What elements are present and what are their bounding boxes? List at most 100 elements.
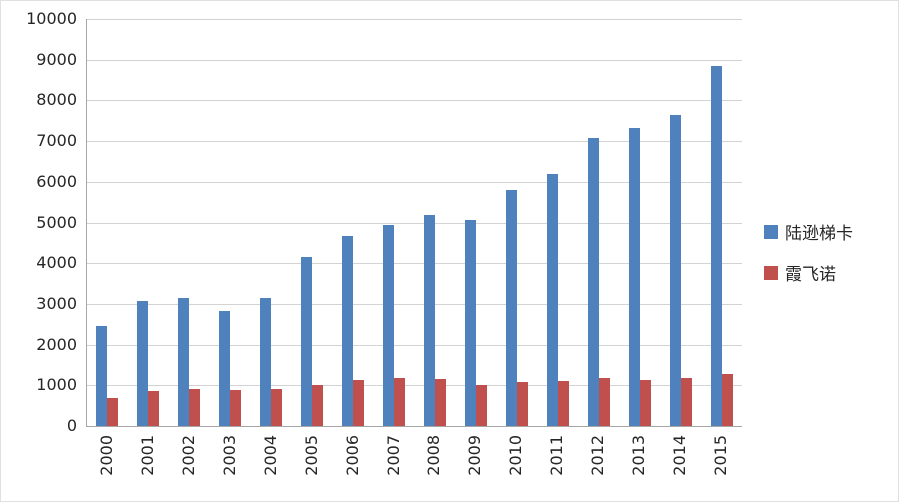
bar-series2-2002 bbox=[189, 389, 201, 426]
bar-group-2003 bbox=[210, 310, 251, 426]
bar-series1-2006 bbox=[342, 235, 354, 426]
bar-series2-2004 bbox=[271, 388, 283, 426]
x-tick-label: 2004 bbox=[260, 435, 280, 476]
gridline bbox=[87, 181, 742, 183]
bar-series2-2000 bbox=[107, 398, 119, 426]
x-tick-label: 2005 bbox=[301, 435, 321, 476]
bar-group-2000 bbox=[87, 326, 128, 426]
bar-series1-2002 bbox=[178, 297, 190, 426]
x-tick-cell: 2008 bbox=[414, 435, 455, 497]
legend-item-luxottica: 陆逊梯卡 bbox=[764, 219, 853, 244]
x-tick-cell: 2004 bbox=[250, 435, 291, 497]
bar-group-2014 bbox=[660, 114, 701, 426]
bar-series2-2009 bbox=[475, 384, 487, 426]
bar-series1-2004 bbox=[260, 297, 272, 426]
gridline bbox=[87, 19, 742, 20]
y-tick-label: 2000 bbox=[36, 334, 77, 354]
y-tick-label: 4000 bbox=[36, 253, 77, 273]
bar-series2-2003 bbox=[230, 389, 242, 426]
x-tick-label: 2015 bbox=[711, 435, 731, 476]
x-tick-cell: 2007 bbox=[373, 435, 414, 497]
bar-series2-2005 bbox=[312, 384, 324, 426]
bar-series2-2014 bbox=[680, 377, 692, 426]
bar-series2-2001 bbox=[148, 391, 160, 426]
bar-group-2013 bbox=[619, 127, 660, 426]
bar-series2-2006 bbox=[353, 380, 365, 426]
x-tick-label: 2007 bbox=[383, 435, 403, 476]
x-tick-cell: 2015 bbox=[700, 435, 741, 497]
x-tick-cell: 2010 bbox=[495, 435, 536, 497]
x-tick-label: 2000 bbox=[96, 435, 116, 476]
bar-series1-2007 bbox=[383, 224, 395, 426]
x-tick-label: 2011 bbox=[547, 435, 567, 476]
bar-series2-2007 bbox=[394, 377, 406, 426]
x-tick-label: 2006 bbox=[342, 435, 362, 476]
y-tick-label: 3000 bbox=[36, 293, 77, 313]
y-tick-label: 6000 bbox=[36, 171, 77, 191]
x-tick-label: 2014 bbox=[670, 435, 690, 476]
y-tick-label: 0 bbox=[66, 416, 77, 435]
bar-group-2006 bbox=[333, 235, 374, 426]
x-tick-label: 2008 bbox=[424, 435, 444, 476]
x-tick-cell: 2003 bbox=[209, 435, 250, 497]
bar-series2-2013 bbox=[639, 380, 651, 426]
gridline bbox=[87, 263, 742, 265]
y-tick-label: 5000 bbox=[36, 212, 77, 232]
gridline bbox=[87, 141, 742, 143]
bar-series1-2012 bbox=[587, 137, 599, 426]
gridline bbox=[87, 303, 742, 305]
bar-group-2010 bbox=[496, 189, 537, 426]
x-tick-label: 2002 bbox=[178, 435, 198, 476]
x-tick-label: 2001 bbox=[137, 435, 157, 476]
bar-series1-2000 bbox=[96, 326, 108, 426]
y-tick-label: 7000 bbox=[36, 131, 77, 151]
legend-label: 陆逊梯卡 bbox=[785, 224, 853, 244]
y-tick-label: 1000 bbox=[36, 375, 77, 395]
bar-series2-2015 bbox=[721, 373, 733, 426]
bar-group-2008 bbox=[415, 215, 456, 426]
gridline bbox=[87, 222, 742, 224]
y-tick-label: 10000 bbox=[26, 9, 77, 28]
bar-series2-2008 bbox=[434, 379, 446, 426]
bar-series2-2010 bbox=[516, 382, 528, 426]
bar-group-2001 bbox=[128, 300, 169, 426]
bar-series2-2011 bbox=[557, 381, 569, 426]
x-tick-cell: 2000 bbox=[86, 435, 127, 497]
x-tick-cell: 2011 bbox=[536, 435, 577, 497]
x-tick-cell: 2009 bbox=[454, 435, 495, 497]
bar-group-2011 bbox=[537, 173, 578, 426]
legend-swatch-red bbox=[764, 265, 778, 280]
legend-swatch-blue bbox=[764, 224, 778, 239]
bar-group-2007 bbox=[374, 224, 415, 426]
bar-series1-2005 bbox=[301, 257, 313, 426]
plot-area bbox=[86, 19, 742, 427]
gridline bbox=[87, 385, 742, 387]
gridline bbox=[87, 344, 742, 346]
x-tick-cell: 2014 bbox=[659, 435, 700, 497]
bar-group-2009 bbox=[455, 220, 496, 426]
x-tick-label: 2012 bbox=[588, 435, 608, 476]
bar-series1-2015 bbox=[710, 65, 722, 426]
gridline bbox=[87, 100, 742, 102]
x-tick-label: 2009 bbox=[465, 435, 485, 476]
y-tick-label: 8000 bbox=[36, 90, 77, 110]
bar-group-2012 bbox=[578, 137, 619, 426]
legend: 陆逊梯卡 霞飞诺 bbox=[764, 219, 853, 285]
x-tick-cell: 2013 bbox=[618, 435, 659, 497]
bar-group-2015 bbox=[701, 65, 742, 426]
x-tick-cell: 2012 bbox=[577, 435, 618, 497]
bar-series1-2008 bbox=[423, 215, 435, 426]
x-tick-label: 2003 bbox=[219, 435, 239, 476]
bar-series1-2003 bbox=[219, 310, 231, 426]
bar-group-2002 bbox=[169, 297, 210, 426]
bar-series1-2010 bbox=[505, 189, 517, 426]
legend-label: 霞飞诺 bbox=[785, 265, 836, 285]
x-tick-cell: 2001 bbox=[127, 435, 168, 497]
bar-series2-2012 bbox=[598, 377, 610, 426]
gridline bbox=[87, 59, 742, 61]
legend-item-safilo: 霞飞诺 bbox=[764, 260, 853, 285]
bar-series1-2009 bbox=[464, 220, 476, 426]
x-tick-label: 2010 bbox=[506, 435, 526, 476]
bar-series1-2011 bbox=[546, 173, 558, 426]
